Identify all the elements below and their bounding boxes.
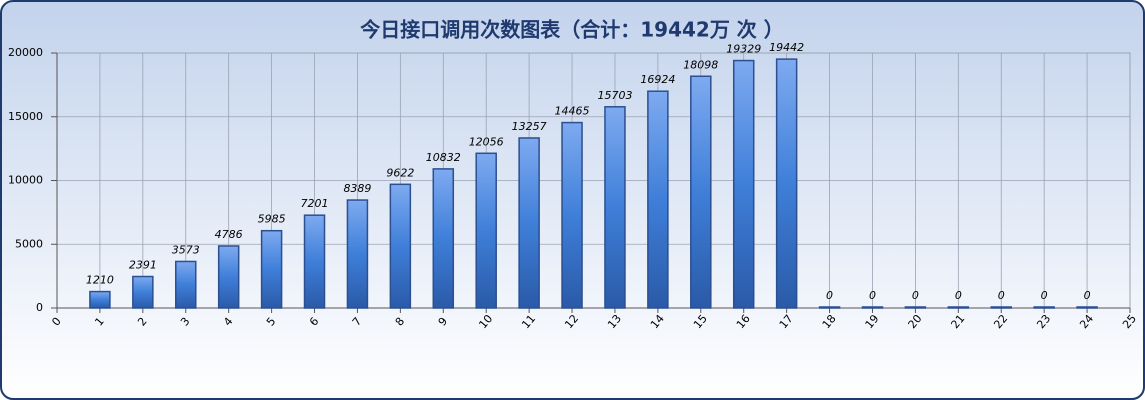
bar bbox=[561, 121, 583, 309]
data-label: 0 bbox=[955, 289, 962, 302]
bar bbox=[947, 306, 970, 309]
bar bbox=[604, 106, 626, 309]
data-label: 3573 bbox=[172, 243, 200, 256]
data-label: 0 bbox=[912, 289, 919, 302]
data-label: 19329 bbox=[726, 43, 761, 56]
bar bbox=[690, 75, 712, 309]
data-label: 16924 bbox=[640, 73, 675, 86]
bar bbox=[89, 290, 111, 309]
bar bbox=[303, 214, 326, 309]
data-label: 0 bbox=[1084, 289, 1091, 302]
y-tick-label: 15000 bbox=[8, 110, 43, 123]
bar bbox=[818, 306, 841, 309]
data-label: 2391 bbox=[129, 259, 157, 272]
data-label: 7201 bbox=[301, 197, 329, 210]
bar bbox=[217, 245, 240, 309]
data-label: 13257 bbox=[512, 120, 547, 133]
bar bbox=[346, 199, 369, 309]
bar bbox=[990, 306, 1012, 309]
y-tick-label: 10000 bbox=[8, 174, 43, 187]
data-label: 8389 bbox=[343, 182, 371, 195]
bar bbox=[861, 306, 884, 309]
bar bbox=[389, 183, 412, 309]
data-label: 18098 bbox=[683, 58, 718, 71]
data-label: 19442 bbox=[769, 41, 804, 54]
y-tick-label: 0 bbox=[36, 301, 43, 314]
y-tick-label: 5000 bbox=[15, 237, 43, 250]
data-label: 9622 bbox=[386, 166, 414, 179]
bar bbox=[1076, 306, 1098, 309]
data-label: 4786 bbox=[215, 228, 243, 241]
bar bbox=[647, 90, 669, 309]
data-label: 12056 bbox=[469, 135, 504, 148]
data-label: 1210 bbox=[86, 274, 114, 287]
bar bbox=[432, 168, 455, 309]
data-label: 0 bbox=[869, 289, 876, 302]
bar bbox=[904, 306, 927, 309]
y-tick-label: 20000 bbox=[8, 46, 43, 59]
bar bbox=[260, 229, 283, 309]
bar bbox=[732, 59, 755, 309]
bar bbox=[1033, 306, 1055, 309]
bar bbox=[175, 260, 197, 309]
data-label: 0 bbox=[998, 289, 1005, 302]
data-label: 0 bbox=[826, 289, 833, 302]
data-label: 5985 bbox=[258, 213, 286, 226]
data-label: 14465 bbox=[555, 105, 590, 118]
data-label: 10832 bbox=[426, 151, 461, 164]
data-label: 15703 bbox=[597, 89, 632, 102]
data-label: 0 bbox=[1041, 289, 1048, 302]
bar bbox=[475, 152, 497, 309]
bar bbox=[518, 137, 540, 309]
bar bbox=[775, 58, 798, 309]
chart-title: 今日接口调用次数图表（合计：19442万 次 ） bbox=[360, 18, 784, 42]
bar bbox=[132, 275, 154, 309]
